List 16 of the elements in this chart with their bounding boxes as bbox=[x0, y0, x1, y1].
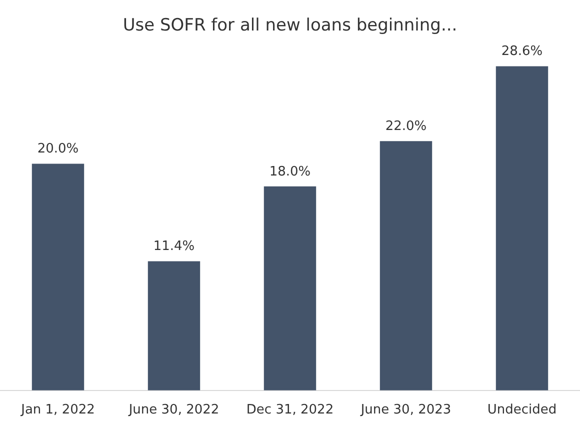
bar bbox=[148, 261, 200, 390]
bar bbox=[380, 141, 432, 390]
bar bbox=[264, 186, 316, 390]
chart-title: Use SOFR for all new loans beginning... bbox=[122, 16, 458, 36]
data-label: 28.6% bbox=[501, 44, 543, 60]
x-tick-label: Jan 1, 2022 bbox=[20, 402, 95, 418]
x-tick-label: Dec 31, 2022 bbox=[246, 402, 334, 418]
x-tick-label: Undecided bbox=[487, 402, 557, 418]
bar bbox=[32, 164, 84, 390]
data-label: 22.0% bbox=[385, 118, 427, 134]
x-tick-label: June 30, 2022 bbox=[128, 402, 220, 418]
data-label: 20.0% bbox=[37, 142, 79, 157]
data-label: 18.0% bbox=[269, 164, 311, 180]
data-label: 11.4% bbox=[153, 239, 195, 254]
x-tick-label: June 30, 2023 bbox=[360, 402, 452, 418]
bar bbox=[496, 66, 548, 390]
